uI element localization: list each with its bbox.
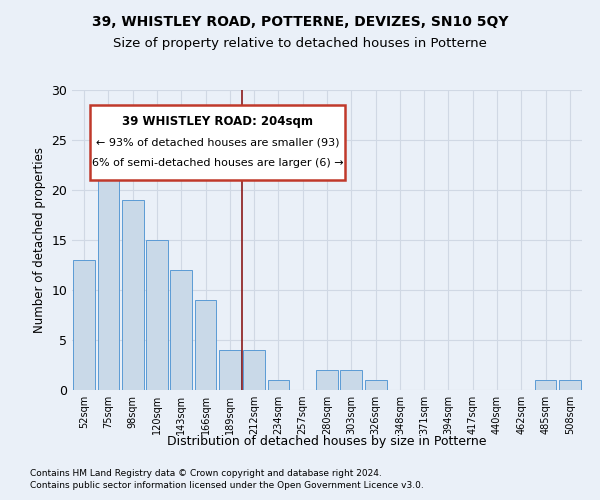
Text: 39 WHISTLEY ROAD: 204sqm: 39 WHISTLEY ROAD: 204sqm: [122, 115, 313, 128]
Bar: [170, 270, 192, 390]
Text: Distribution of detached houses by size in Potterne: Distribution of detached houses by size …: [167, 435, 487, 448]
Text: Contains public sector information licensed under the Open Government Licence v3: Contains public sector information licen…: [30, 481, 424, 490]
Y-axis label: Number of detached properties: Number of detached properties: [33, 147, 46, 333]
Text: Size of property relative to detached houses in Potterne: Size of property relative to detached ho…: [113, 38, 487, 51]
Bar: [316, 370, 338, 390]
Bar: [365, 380, 386, 390]
Bar: [146, 240, 168, 390]
Bar: [122, 200, 143, 390]
Bar: [97, 150, 119, 390]
FancyBboxPatch shape: [90, 105, 345, 180]
Bar: [73, 260, 95, 390]
Text: 39, WHISTLEY ROAD, POTTERNE, DEVIZES, SN10 5QY: 39, WHISTLEY ROAD, POTTERNE, DEVIZES, SN…: [92, 15, 508, 29]
Bar: [268, 380, 289, 390]
Bar: [559, 380, 581, 390]
Bar: [535, 380, 556, 390]
Text: ← 93% of detached houses are smaller (93): ← 93% of detached houses are smaller (93…: [95, 138, 339, 147]
Text: 6% of semi-detached houses are larger (6) →: 6% of semi-detached houses are larger (6…: [92, 158, 343, 168]
Bar: [340, 370, 362, 390]
Bar: [243, 350, 265, 390]
Bar: [219, 350, 241, 390]
Bar: [194, 300, 217, 390]
Text: Contains HM Land Registry data © Crown copyright and database right 2024.: Contains HM Land Registry data © Crown c…: [30, 468, 382, 477]
